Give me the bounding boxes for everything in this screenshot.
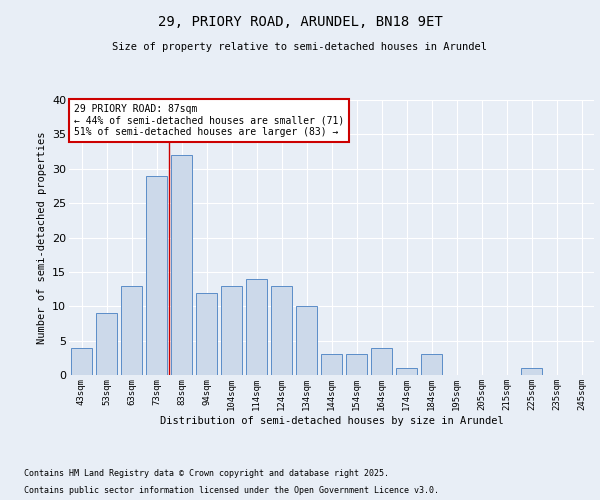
Text: 29, PRIORY ROAD, ARUNDEL, BN18 9ET: 29, PRIORY ROAD, ARUNDEL, BN18 9ET [158, 15, 442, 29]
Bar [196, 292, 217, 375]
Text: Contains public sector information licensed under the Open Government Licence v3: Contains public sector information licen… [24, 486, 439, 495]
Y-axis label: Number of semi-detached properties: Number of semi-detached properties [37, 131, 47, 344]
Bar [71, 348, 92, 375]
Bar [421, 354, 442, 375]
Bar [246, 279, 267, 375]
Text: Size of property relative to semi-detached houses in Arundel: Size of property relative to semi-detach… [113, 42, 487, 52]
Bar [96, 313, 117, 375]
Bar [146, 176, 167, 375]
Bar [346, 354, 367, 375]
Bar [121, 286, 142, 375]
Bar [221, 286, 242, 375]
Bar [396, 368, 417, 375]
Bar [521, 368, 542, 375]
X-axis label: Distribution of semi-detached houses by size in Arundel: Distribution of semi-detached houses by … [160, 416, 503, 426]
Text: 29 PRIORY ROAD: 87sqm
← 44% of semi-detached houses are smaller (71)
51% of semi: 29 PRIORY ROAD: 87sqm ← 44% of semi-deta… [74, 104, 344, 138]
Bar [271, 286, 292, 375]
Bar [296, 306, 317, 375]
Bar [371, 348, 392, 375]
Bar [321, 354, 342, 375]
Bar [171, 155, 192, 375]
Text: Contains HM Land Registry data © Crown copyright and database right 2025.: Contains HM Land Registry data © Crown c… [24, 468, 389, 477]
